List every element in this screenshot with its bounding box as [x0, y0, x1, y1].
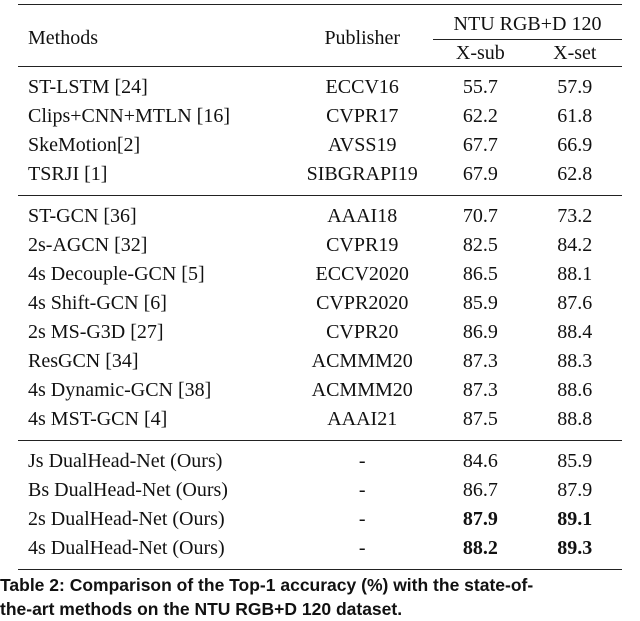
xset-cell: 66.9: [557, 134, 593, 156]
publisher-cell: -: [291, 534, 434, 570]
publisher-cell: CVPR2020: [316, 292, 409, 314]
publisher-cell: AAAI21: [327, 408, 398, 430]
xsub-cell: 86.9: [462, 321, 498, 343]
method-cell: 2s DualHead-Net (Ours): [28, 508, 225, 530]
caption-label: Table 2:: [0, 575, 65, 595]
header-xsub: X-sub: [455, 42, 505, 64]
table-row: 4s Decouple-GCN [5] ECCV2020 86.5 88.1: [18, 260, 622, 289]
xsub-cell: 55.7: [433, 66, 528, 102]
header-methods: Methods: [18, 4, 292, 67]
method-cell: ST-LSTM [24]: [18, 66, 292, 102]
table-caption: Table 2: Comparison of the Top-1 accurac…: [0, 573, 640, 621]
method-cell: 4s Dynamic-GCN [38]: [28, 379, 212, 401]
xsub-cell: 86.5: [462, 263, 498, 285]
method-cell: Js DualHead-Net (Ours): [18, 440, 292, 476]
xsub-cell: 87.9: [462, 508, 498, 530]
method-cell: 4s Decouple-GCN [5]: [28, 263, 205, 285]
method-cell: 2s-AGCN [32]: [28, 234, 148, 256]
xset-cell: 61.8: [557, 105, 593, 127]
xset-cell: 88.3: [557, 350, 593, 372]
table-row: 2s MS-G3D [27] CVPR20 86.9 88.4: [18, 318, 622, 347]
publisher-cell: SIBGRAPI19: [306, 163, 418, 185]
method-cell: 4s DualHead-Net (Ours): [18, 534, 292, 570]
xset-cell: 62.8: [557, 163, 593, 185]
xset-cell: 87.6: [557, 292, 593, 314]
publisher-cell: CVPR17: [326, 105, 399, 127]
xset-cell: 84.2: [557, 234, 593, 256]
method-cell: Clips+CNN+MTLN [16]: [28, 105, 231, 127]
table-header-row: Methods Publisher NTU RGB+D 120: [18, 4, 622, 67]
method-cell: ST-GCN [36]: [18, 195, 292, 231]
table-row: ST-LSTM [24] ECCV16 55.7 57.9: [18, 66, 622, 102]
publisher-cell: AAAI18: [291, 195, 434, 231]
method-cell: 2s MS-G3D [27]: [28, 321, 164, 343]
xsub-cell: 87.5: [462, 408, 498, 430]
table-row: ResGCN [34] ACMMM20 87.3 88.3: [18, 347, 622, 376]
xset-cell: 73.2: [527, 195, 622, 231]
table-row: 4s Dynamic-GCN [38] ACMMM20 87.3 88.6: [18, 376, 622, 405]
table-subheader-row: X-sub X-set: [18, 40, 622, 67]
xsub-cell: 84.6: [433, 440, 528, 476]
publisher-cell: CVPR19: [326, 234, 399, 256]
xsub-cell: 62.2: [462, 105, 498, 127]
table-row: Js DualHead-Net (Ours) -84.6 85.9: [18, 440, 622, 476]
publisher-cell: ACMMM20: [311, 379, 413, 401]
results-table: Methods Publisher NTU RGB+D 120 X-sub X-…: [18, 4, 622, 570]
method-cell: Bs DualHead-Net (Ours): [28, 479, 228, 501]
xset-cell: 88.8: [557, 408, 593, 430]
xsub-cell: 70.7: [433, 195, 528, 231]
xset-cell: 57.9: [527, 66, 622, 102]
caption-line1: Comparison of the Top-1 accuracy (%) wit…: [69, 575, 534, 595]
xset-cell: 88.4: [557, 321, 593, 343]
xset-cell: 87.9: [557, 479, 593, 501]
xset-cell: 88.6: [557, 379, 593, 401]
table-row: 2s DualHead-Net (Ours) - 87.9 89.1: [18, 505, 622, 534]
xsub-cell: 86.7: [462, 479, 498, 501]
xset-cell: 88.1: [557, 263, 593, 285]
xset-cell: 85.9: [527, 440, 622, 476]
table-row: SkeMotion[2] AVSS19 67.7 66.9: [18, 131, 622, 160]
header-dataset: NTU RGB+D 120: [433, 4, 622, 40]
publisher-cell: CVPR20: [326, 321, 399, 343]
xset-cell: 89.1: [557, 508, 593, 530]
publisher-cell: -: [358, 508, 366, 530]
xsub-cell: 88.2: [433, 534, 528, 570]
xsub-cell: 85.9: [462, 292, 498, 314]
header-xset: X-set: [553, 42, 597, 64]
xsub-cell: 87.3: [462, 379, 498, 401]
method-cell: SkeMotion[2]: [28, 134, 141, 156]
xsub-cell: 82.5: [462, 234, 498, 256]
publisher-cell: -: [358, 479, 366, 501]
table-row: ST-GCN [36] AAAI18 70.7 73.2: [18, 195, 622, 231]
table-row: 4s DualHead-Net (Ours) -88.2 89.3: [18, 534, 622, 570]
xset-cell: 89.3: [527, 534, 622, 570]
method-cell: ResGCN [34]: [28, 350, 139, 372]
xsub-cell: 87.3: [462, 350, 498, 372]
table-row: Clips+CNN+MTLN [16] CVPR17 62.2 61.8: [18, 102, 622, 131]
publisher-cell: AVSS19: [327, 134, 397, 156]
table-row: Bs DualHead-Net (Ours) - 86.7 87.9: [18, 476, 622, 505]
publisher-cell: ACMMM20: [311, 350, 413, 372]
method-cell: TSRJI [1]: [28, 163, 108, 185]
table-row: 2s-AGCN [32] CVPR19 82.5 84.2: [18, 231, 622, 260]
method-cell: 4s Shift-GCN [6]: [28, 292, 167, 314]
xsub-cell: 67.7: [462, 134, 498, 156]
table-row: 4s Shift-GCN [6] CVPR2020 85.9 87.6: [18, 289, 622, 318]
table-row: TSRJI [1] SIBGRAPI19 67.9 62.8: [18, 160, 622, 196]
publisher-cell: ECCV2020: [315, 263, 409, 285]
table-row: 4s MST-GCN [4] AAAI21 87.5 88.8: [18, 405, 622, 441]
xsub-cell: 67.9: [462, 163, 498, 185]
publisher-cell: ECCV16: [291, 66, 434, 102]
header-publisher: Publisher: [291, 4, 434, 67]
publisher-cell: -: [291, 440, 434, 476]
method-cell: 4s MST-GCN [4]: [28, 408, 168, 430]
caption-line2: the-art methods on the NTU RGB+D 120 dat…: [0, 599, 403, 619]
